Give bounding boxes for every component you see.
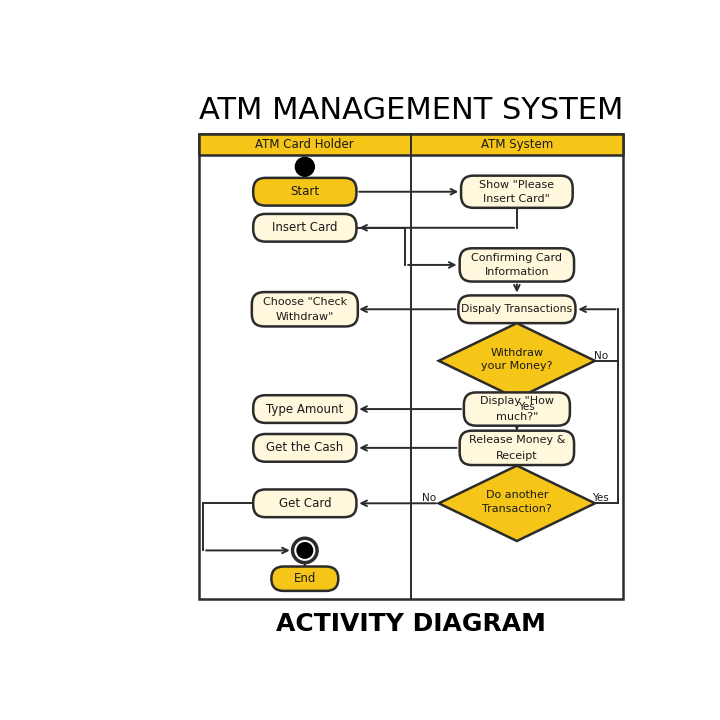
Circle shape bbox=[295, 158, 315, 176]
Text: No: No bbox=[422, 492, 436, 503]
Text: Insert Card": Insert Card" bbox=[483, 194, 550, 204]
Text: Yes: Yes bbox=[518, 402, 535, 412]
Text: Choose "Check: Choose "Check bbox=[263, 297, 347, 307]
Text: ATM System: ATM System bbox=[481, 138, 553, 150]
Text: your Money?: your Money? bbox=[481, 361, 553, 372]
FancyBboxPatch shape bbox=[459, 431, 574, 465]
Text: Information: Information bbox=[485, 267, 549, 277]
FancyBboxPatch shape bbox=[253, 434, 356, 462]
Polygon shape bbox=[438, 466, 595, 541]
FancyBboxPatch shape bbox=[253, 395, 356, 423]
Text: No: No bbox=[593, 351, 608, 361]
Text: Receipt: Receipt bbox=[496, 451, 538, 461]
Text: Dispaly Transactions: Dispaly Transactions bbox=[462, 305, 572, 314]
FancyBboxPatch shape bbox=[461, 176, 572, 208]
Text: ATM Card Holder: ATM Card Holder bbox=[256, 138, 354, 150]
Text: End: End bbox=[294, 572, 316, 585]
FancyBboxPatch shape bbox=[252, 292, 358, 326]
Text: Yes: Yes bbox=[592, 492, 609, 503]
Text: Withdraw: Withdraw bbox=[490, 348, 544, 358]
FancyBboxPatch shape bbox=[253, 490, 356, 517]
Text: Display "How: Display "How bbox=[480, 396, 554, 406]
Polygon shape bbox=[438, 323, 595, 399]
FancyBboxPatch shape bbox=[458, 295, 575, 323]
FancyBboxPatch shape bbox=[271, 567, 338, 591]
Text: Show "Please: Show "Please bbox=[480, 179, 554, 189]
FancyBboxPatch shape bbox=[253, 214, 356, 242]
Text: Insert Card: Insert Card bbox=[272, 221, 338, 234]
Text: Withdraw": Withdraw" bbox=[276, 312, 334, 322]
Text: Release Money &: Release Money & bbox=[469, 435, 565, 445]
Text: Do another: Do another bbox=[485, 490, 548, 500]
Text: Start: Start bbox=[290, 185, 320, 198]
FancyBboxPatch shape bbox=[459, 248, 574, 282]
Bar bbox=[199, 133, 623, 599]
Text: Confirming Card: Confirming Card bbox=[472, 253, 562, 263]
Text: Type Amount: Type Amount bbox=[266, 402, 343, 415]
FancyBboxPatch shape bbox=[464, 392, 570, 426]
Text: Get Card: Get Card bbox=[279, 497, 331, 510]
Bar bbox=[199, 133, 623, 155]
Text: Get the Cash: Get the Cash bbox=[266, 441, 343, 454]
Text: Transaction?: Transaction? bbox=[482, 504, 552, 514]
Circle shape bbox=[297, 543, 312, 558]
Text: ACTIVITY DIAGRAM: ACTIVITY DIAGRAM bbox=[276, 612, 546, 636]
Text: ATM MANAGEMENT SYSTEM: ATM MANAGEMENT SYSTEM bbox=[199, 96, 623, 125]
Text: much?": much?" bbox=[495, 412, 538, 422]
FancyBboxPatch shape bbox=[253, 178, 356, 206]
Circle shape bbox=[292, 539, 317, 562]
